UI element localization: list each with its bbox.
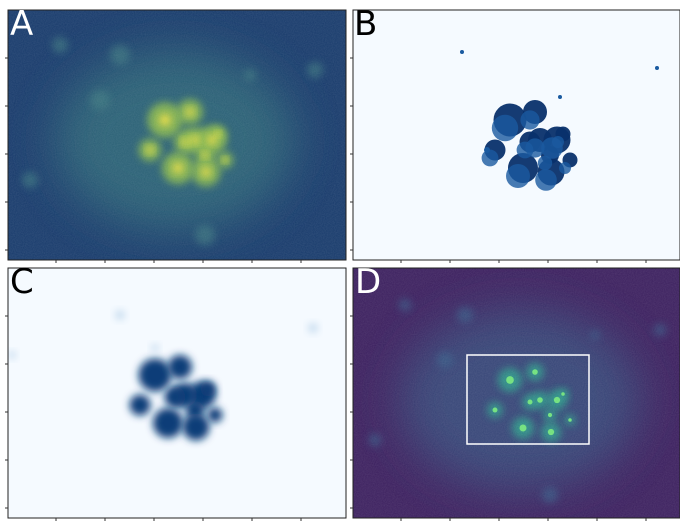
mask-edge [559, 162, 571, 174]
mask-edge [492, 115, 518, 141]
mask-speck [655, 66, 659, 70]
panel-label: B [354, 4, 377, 44]
panel-label: C [10, 262, 34, 302]
panel-d-image [353, 268, 680, 518]
mask-speck [558, 95, 562, 99]
mask-edge [506, 164, 530, 188]
mask-edge [535, 169, 557, 191]
density [183, 414, 210, 441]
density [168, 355, 192, 379]
density [139, 359, 172, 392]
mask-edge [538, 156, 552, 170]
density [165, 387, 186, 408]
density-faint [8, 351, 16, 359]
density [208, 408, 223, 423]
density [130, 395, 151, 416]
density-faint [115, 310, 125, 320]
mask-edge [552, 136, 564, 148]
density-faint [151, 344, 159, 352]
density [153, 408, 183, 438]
mask-edge [482, 150, 499, 167]
panel-label: A [10, 4, 33, 44]
mask-edge [520, 110, 539, 129]
mask-speck [460, 50, 464, 54]
figure: A B C D [0, 0, 680, 521]
panel-label: D [355, 262, 381, 302]
panel-a-image [8, 10, 346, 260]
mask-edge [517, 142, 534, 159]
density [201, 382, 216, 397]
mask-speck [484, 147, 490, 153]
panel-c-image [8, 268, 346, 518]
panel-b-image [353, 10, 680, 260]
density-faint [308, 323, 318, 333]
